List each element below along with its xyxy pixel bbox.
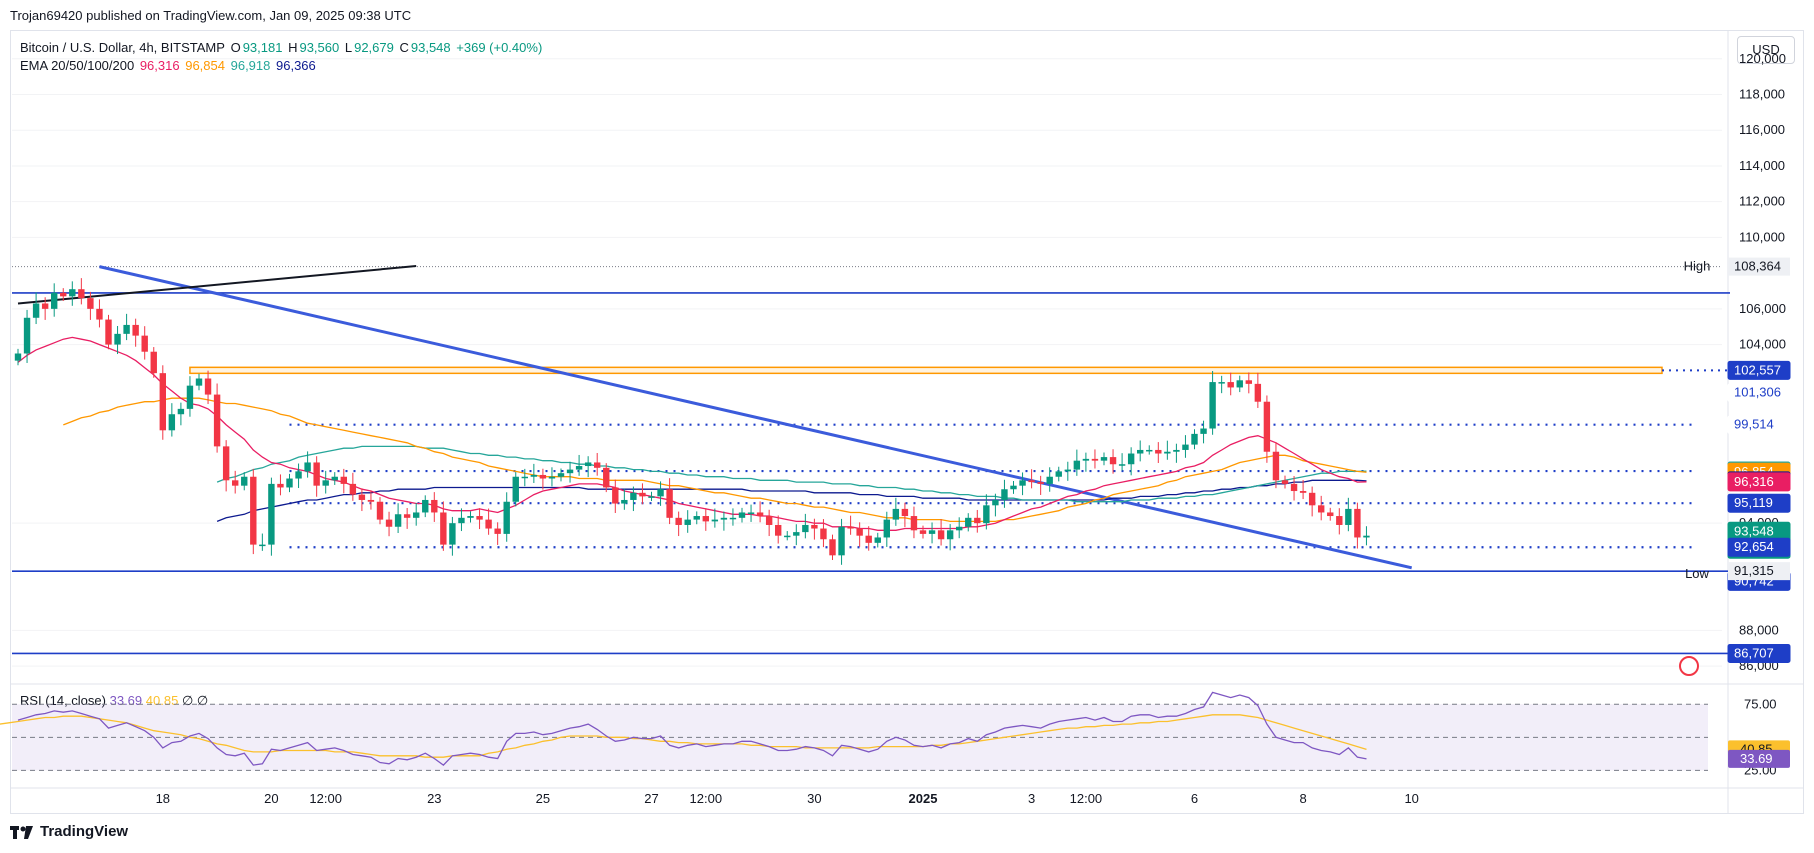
close-label: C [399,40,409,55]
close-value: 93,548 [410,40,451,55]
ema50-value: 96,854 [185,58,225,73]
low-label: L [344,40,353,55]
publish-info: Trojan69420 published on TradingView.com… [10,8,412,23]
rsi-label[interactable]: RSI (14, close) [20,693,106,708]
rsi-ma-value: 40.85 [145,693,179,708]
rsi-value: 33.69 [109,693,143,708]
rsi-legend: RSI (14, close) 33.69 40.85 ∅ ∅ [20,693,208,709]
high-value: 93,560 [299,40,340,55]
ema20-value: 96,316 [139,58,180,73]
rsi-extra1: ∅ [181,693,194,708]
ema200-value: 96,366 [276,58,316,73]
low-value: 92,679 [354,40,394,55]
chart-frame [10,30,1804,814]
ema100-value: 96,918 [230,58,271,73]
symbol-name[interactable]: Bitcoin / U.S. Dollar, 4h, BITSTAMP [20,40,225,55]
rsi-extra2: ∅ [196,693,209,708]
ema-legend: EMA 20/50/100/200 96,316 96,854 96,918 9… [20,58,318,73]
symbol-legend: Bitcoin / U.S. Dollar, 4h, BITSTAMP O 93,… [20,40,544,55]
ema-label[interactable]: EMA 20/50/100/200 [20,58,135,73]
open-label: O [230,40,241,55]
change-value: +369 (+0.40%) [456,40,543,55]
brand-name: TradingView [40,823,129,840]
open-value: 93,181 [242,40,283,55]
high-label: H [288,40,298,55]
footer-brand[interactable]: TradingView [10,823,128,840]
currency-button[interactable]: USD [1737,36,1795,64]
tradingview-logo-icon [10,825,34,839]
